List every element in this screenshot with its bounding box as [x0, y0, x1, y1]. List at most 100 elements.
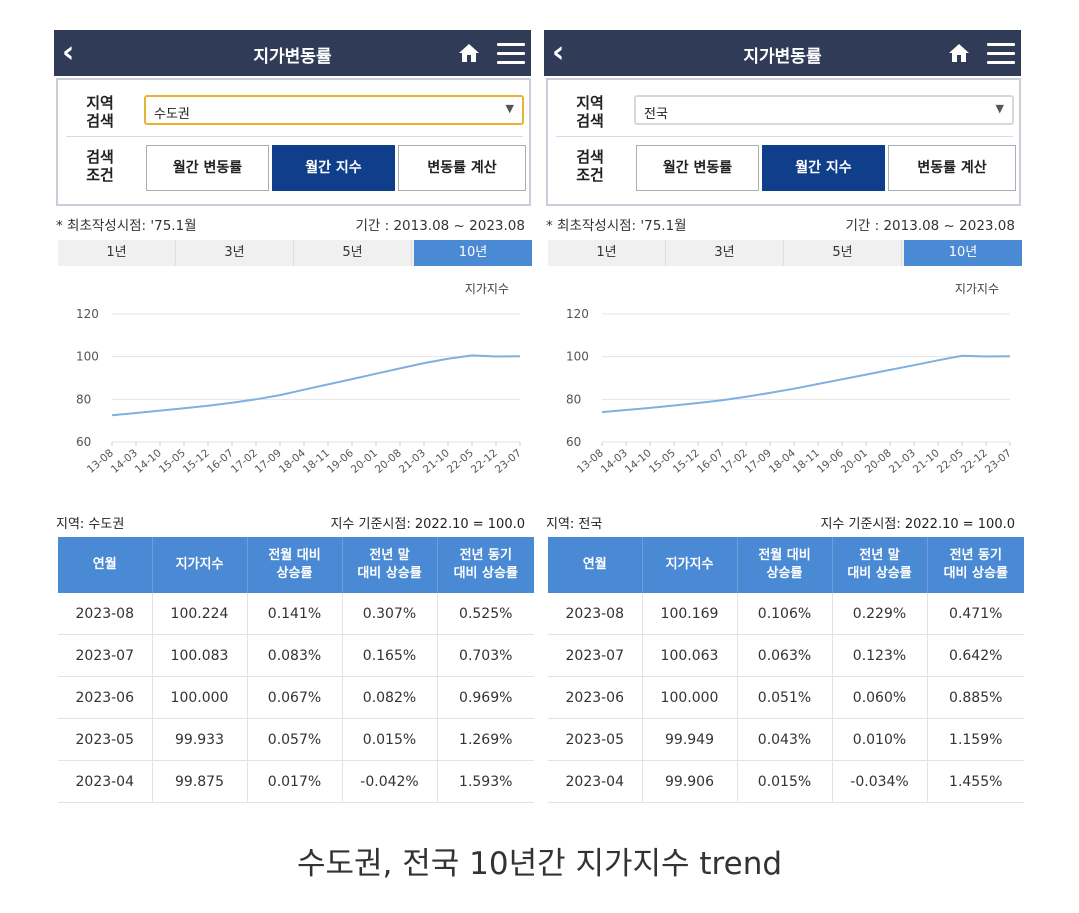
series-label: 지가지수 — [955, 282, 999, 296]
table-cell: 0.106% — [737, 593, 833, 635]
divider — [66, 136, 523, 137]
land-price-index-chart: 지가지수608010012013-0814-0314-1015-0515-121… — [76, 282, 524, 476]
x-tick-label: 20-01 — [349, 447, 380, 476]
tab-5-year[interactable]: 5년 — [784, 240, 902, 266]
x-tick-label: 22-05 — [445, 447, 476, 476]
index-line — [601, 354, 1011, 414]
x-tick-label: 22-12 — [469, 447, 500, 476]
tab-1-year[interactable]: 1년 — [548, 240, 666, 266]
back-arrow-icon[interactable]: ‹ — [62, 35, 75, 70]
search-form: 지역 검색 수도권 ▼ 검색 조건 월간 변동률 월간 지수 변동률 계산 — [56, 78, 531, 206]
home-icon[interactable] — [458, 43, 480, 63]
x-tick-label: 17-09 — [743, 447, 774, 476]
monthly-change-rate-button[interactable]: 월간 변동률 — [636, 145, 759, 191]
search-condition-label: 검색 조건 — [576, 148, 604, 184]
tab-10-year[interactable]: 10년 — [414, 240, 532, 266]
index-base-line: 지수 기준시점: 2022.10 = 100.0 — [330, 517, 525, 532]
y-tick-label: 120 — [76, 307, 99, 321]
x-tick-label: 13-08 — [85, 447, 116, 476]
region-select-value: 수도권 — [154, 107, 190, 122]
column-header: 전년 말 대비 상승률 — [832, 537, 928, 593]
change-calculation-button[interactable]: 변동률 계산 — [398, 145, 526, 191]
table-cell: 0.015% — [342, 718, 438, 761]
hamburger-menu-icon[interactable] — [987, 43, 1015, 65]
x-tick-label: 23-07 — [983, 447, 1014, 476]
x-tick-label: 17-09 — [253, 447, 284, 476]
region-search-label: 지역 검색 — [576, 94, 604, 130]
table-row: 2023-06 100.000 0.067% 0.082% 0.969% — [58, 676, 534, 719]
back-arrow-icon[interactable]: ‹ — [552, 35, 565, 70]
app-bar: ‹ 지가변동률 — [54, 30, 531, 76]
table-header-row: 연월 지가지수 전월 대비 상승률 전년 말 대비 상승률 전년 동기 대비 상승률 — [548, 537, 1024, 593]
table-header-row: 연월 지가지수 전월 대비 상승률 전년 말 대비 상승률 전년 동기 대비 상승률 — [58, 537, 534, 593]
y-tick-label: 120 — [566, 307, 589, 321]
index-table: 연월 지가지수 전월 대비 상승률 전년 말 대비 상승률 전년 동기 대비 상승률 20… — [58, 537, 534, 803]
hamburger-menu-icon[interactable] — [497, 43, 525, 65]
x-tick-label: 18-04 — [767, 447, 798, 476]
table-cell: 2023-06 — [58, 676, 153, 719]
region-line: 지역: 수도권 — [56, 517, 125, 532]
y-tick-label: 100 — [566, 350, 589, 364]
table-cell: 0.057% — [247, 718, 343, 761]
x-tick-label: 22-05 — [935, 447, 966, 476]
x-tick-label: 17-02 — [229, 447, 260, 476]
region-line: 지역: 전국 — [546, 517, 603, 532]
x-tick-label: 14-03 — [109, 447, 140, 476]
table-cell: 0.885% — [927, 676, 1024, 719]
table-cell: 0.525% — [437, 593, 534, 635]
monthly-index-button[interactable]: 월간 지수 — [272, 145, 395, 191]
table-cell: 2023-07 — [58, 634, 153, 677]
column-header: 지가지수 — [152, 537, 248, 593]
region-select[interactable]: 전국 ▼ — [634, 95, 1014, 125]
x-tick-label: 22-12 — [959, 447, 990, 476]
table-cell: 0.642% — [927, 634, 1024, 677]
table-cell: 2023-04 — [548, 760, 643, 803]
table-row: 2023-06 100.000 0.051% 0.060% 0.885% — [548, 676, 1024, 719]
tab-3-year[interactable]: 3년 — [666, 240, 784, 266]
table-row: 2023-08 100.224 0.141% 0.307% 0.525% — [58, 593, 534, 635]
monthly-index-button[interactable]: 월간 지수 — [762, 145, 885, 191]
monthly-change-rate-button[interactable]: 월간 변동률 — [146, 145, 269, 191]
divider — [556, 136, 1013, 137]
x-tick-label: 21-10 — [911, 447, 942, 476]
region-select[interactable]: 수도권 ▼ — [144, 95, 524, 125]
y-tick-label: 80 — [76, 392, 91, 406]
tab-3-year[interactable]: 3년 — [176, 240, 294, 266]
x-tick-label: 19-06 — [325, 447, 356, 476]
table-row: 2023-04 99.875 0.017% -0.042% 1.593% — [58, 760, 534, 803]
table-cell: 0.165% — [342, 634, 438, 677]
column-header: 전월 대비 상승률 — [737, 537, 833, 593]
land-price-index-chart: 지가지수608010012013-0814-0314-1015-0515-121… — [566, 282, 1014, 476]
table-cell: 0.060% — [832, 676, 928, 719]
range-tabs: 1년 3년 5년 10년 — [58, 240, 532, 266]
search-condition-label: 검색 조건 — [86, 148, 114, 184]
table-cell: 100.063 — [642, 634, 738, 677]
tab-10-year[interactable]: 10년 — [904, 240, 1022, 266]
period-range: 기간 : 2013.08 ~ 2023.08 — [845, 218, 1015, 234]
x-tick-label: 14-10 — [133, 447, 164, 476]
index-table: 연월 지가지수 전월 대비 상승률 전년 말 대비 상승률 전년 동기 대비 상승률 20… — [548, 537, 1024, 803]
y-tick-label: 100 — [76, 350, 99, 364]
period-range: 기간 : 2013.08 ~ 2023.08 — [355, 218, 525, 234]
table-cell: 0.471% — [927, 593, 1024, 635]
table-cell: 0.063% — [737, 634, 833, 677]
x-tick-label: 17-02 — [719, 447, 750, 476]
column-header: 전월 대비 상승률 — [247, 537, 343, 593]
table-cell: 100.000 — [642, 676, 738, 719]
table-cell: 0.082% — [342, 676, 438, 719]
change-calculation-button[interactable]: 변동률 계산 — [888, 145, 1016, 191]
home-icon[interactable] — [948, 43, 970, 63]
x-tick-label: 13-08 — [575, 447, 606, 476]
table-row: 2023-08 100.169 0.106% 0.229% 0.471% — [548, 593, 1024, 635]
x-tick-label: 20-08 — [863, 447, 894, 476]
search-form: 지역 검색 전국 ▼ 검색 조건 월간 변동률 월간 지수 변동률 계산 — [546, 78, 1021, 206]
table-cell: 2023-07 — [548, 634, 643, 677]
table-cell: 100.169 — [642, 593, 738, 635]
table-cell: 100.083 — [152, 634, 248, 677]
table-cell: 0.703% — [437, 634, 534, 677]
x-tick-label: 18-11 — [301, 447, 332, 476]
tab-1-year[interactable]: 1년 — [58, 240, 176, 266]
table-row: 2023-04 99.906 0.015% -0.034% 1.455% — [548, 760, 1024, 803]
tab-5-year[interactable]: 5년 — [294, 240, 412, 266]
table-row: 2023-07 100.063 0.063% 0.123% 0.642% — [548, 634, 1024, 677]
